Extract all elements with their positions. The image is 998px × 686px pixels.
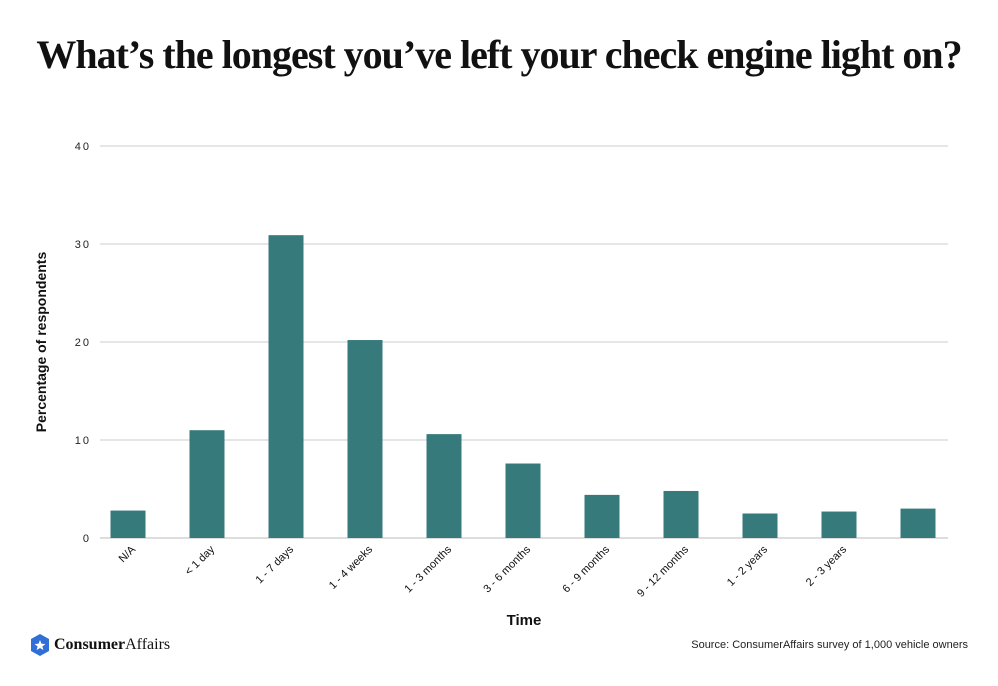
logo-text-regular: Affairs [125, 636, 171, 653]
consumeraffairs-logo: ConsumerAffairs [30, 634, 170, 656]
source-note: Source: ConsumerAffairs survey of 1,000 … [691, 639, 968, 651]
bar [900, 508, 936, 538]
bar [268, 235, 304, 538]
star-shield-icon [31, 634, 49, 656]
y-tick-label: 40 [75, 141, 91, 153]
x-tick-label: 1 - 2 years [725, 543, 771, 589]
bar [347, 340, 383, 538]
y-tick-label: 30 [75, 239, 91, 251]
logo-text-bold: Consumer [54, 636, 126, 653]
bar [821, 511, 857, 538]
bar [110, 510, 146, 538]
x-tick-label: 9 - 12 months [635, 543, 691, 599]
x-tick-label: 6 - 9 months [560, 543, 612, 595]
x-tick-label: 1 - 4 weeks [327, 543, 376, 592]
x-tick-label: 1 - 7 days [253, 543, 296, 586]
bar [426, 434, 462, 538]
bar [505, 463, 541, 538]
chart-title: What’s the longest you’ve left your chec… [36, 32, 962, 77]
x-tick-label: 1 - 3 months [402, 543, 454, 595]
bar [742, 513, 778, 538]
y-tick-label: 10 [75, 435, 91, 447]
bar [663, 490, 699, 538]
bar [189, 430, 225, 538]
y-tick-label: 0 [83, 533, 91, 545]
x-tick-label: N/A [117, 543, 139, 565]
y-axis-label: Percentage of respondents [33, 252, 49, 433]
x-tick-label: < 1 day [183, 543, 218, 578]
bar [584, 494, 620, 538]
x-tick-label: 2 - 3 years [804, 543, 850, 589]
y-tick-label: 20 [75, 337, 91, 349]
x-tick-label: 3 - 6 months [481, 543, 533, 595]
x-axis-label: Time [507, 612, 542, 629]
